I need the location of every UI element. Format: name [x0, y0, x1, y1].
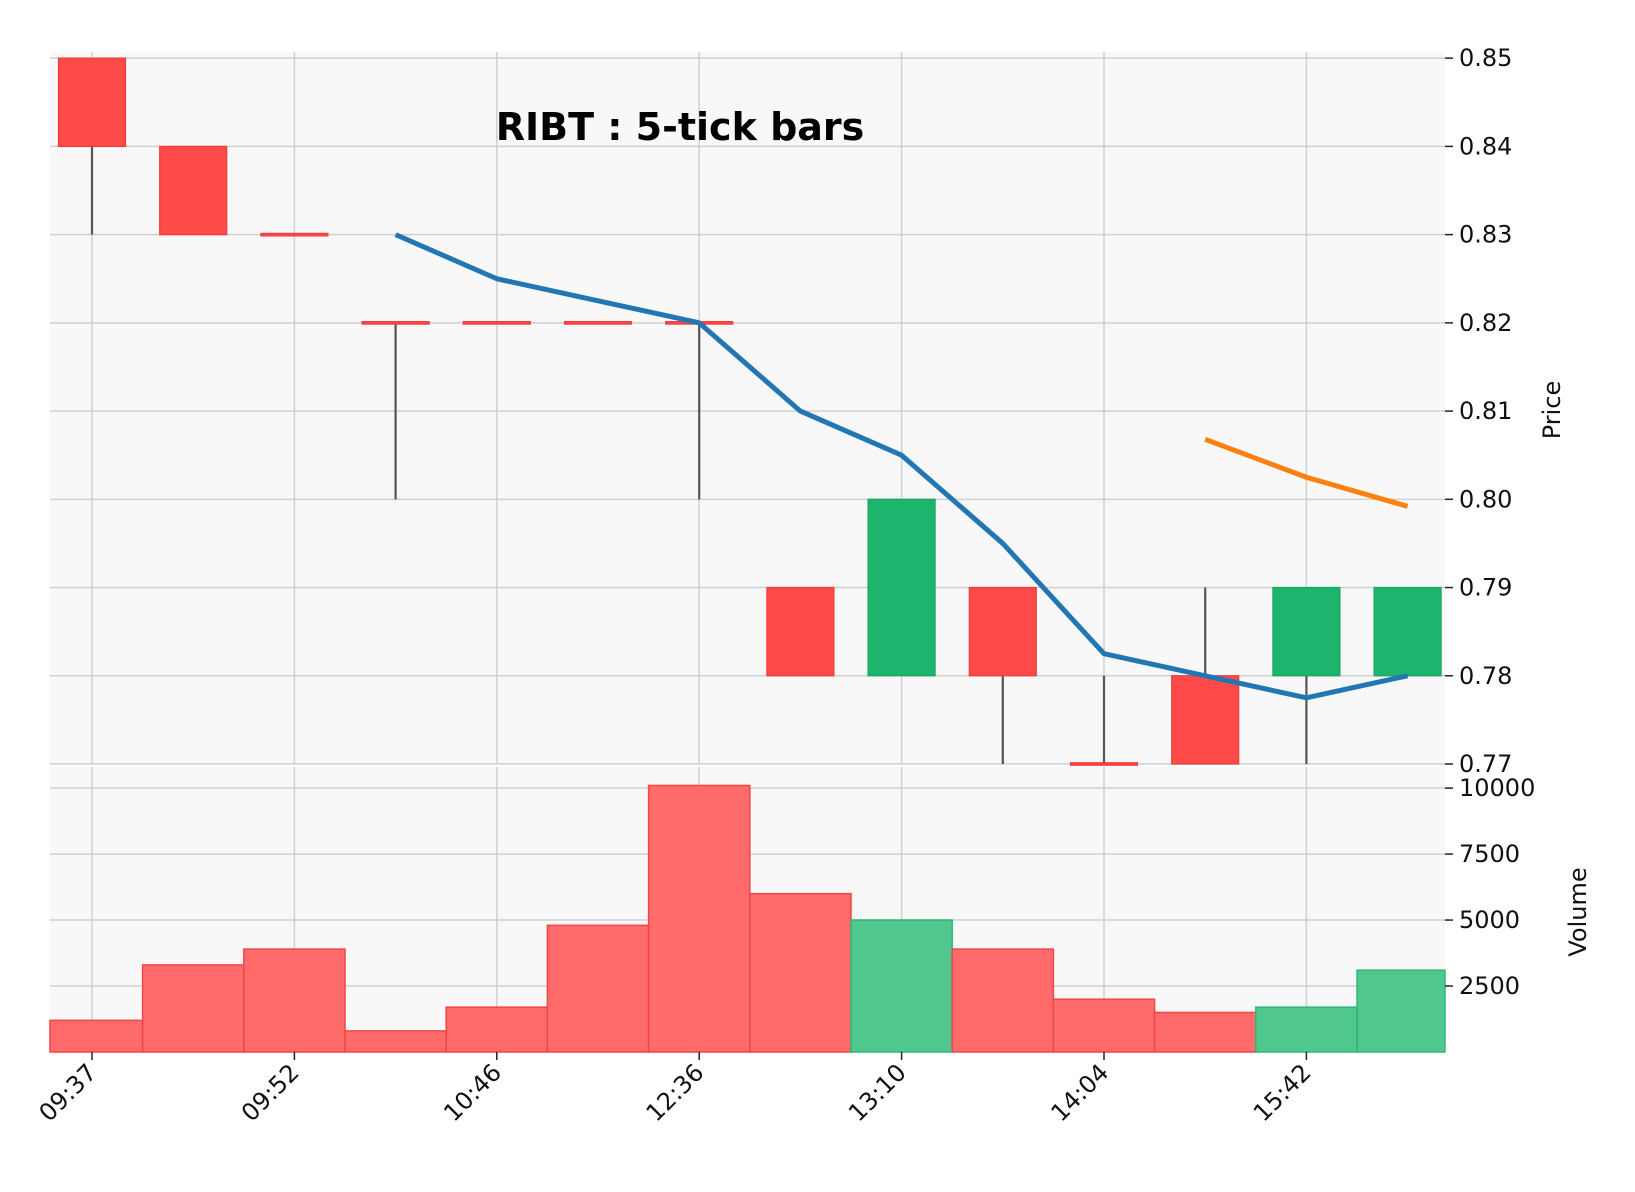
volume-bar	[749, 892, 852, 1053]
price-axis: 0.85 0.84 0.83 0.82 0.81 0.80 0.79 0.78 0.77	[1445, 44, 1512, 778]
candles	[57, 57, 1442, 766]
volume-bar	[243, 948, 346, 1053]
candle-body-up	[1272, 586, 1341, 677]
price-axis-title: Price	[1538, 381, 1566, 440]
candle-body-down	[766, 586, 835, 677]
price-tick-label: 0.78	[1459, 662, 1512, 690]
volume-tick-label: 7500	[1459, 840, 1520, 868]
price-tick-label: 0.82	[1459, 309, 1512, 337]
chart-title: RIBT : 5-tick bars	[496, 105, 865, 149]
candle-body-down	[1171, 675, 1240, 765]
price-tick-label: 0.77	[1459, 750, 1512, 778]
price-tick-label: 0.84	[1459, 132, 1512, 160]
x-tick-label: 09:37	[34, 1058, 103, 1127]
volume-bars	[49, 784, 1446, 1053]
volume-bar	[1255, 1006, 1358, 1053]
volume-bar	[647, 784, 751, 1053]
x-tick-label: 12:36	[641, 1058, 710, 1127]
volume-bar	[141, 964, 245, 1053]
volume-bar	[1153, 1011, 1257, 1053]
candle-body-down	[159, 145, 228, 236]
volume-bar	[546, 924, 650, 1053]
candle-body-down	[260, 232, 329, 237]
price-tick-label: 0.83	[1459, 221, 1512, 249]
x-tick-label: 10:46	[438, 1058, 507, 1127]
moving-average-line	[1204, 436, 1409, 509]
x-tick-label: 13:10	[843, 1058, 912, 1127]
price-tick-label: 0.81	[1459, 397, 1512, 425]
volume-bar	[445, 1006, 549, 1053]
price-tick-label: 0.85	[1459, 44, 1512, 72]
candle-body-down	[57, 57, 127, 148]
x-tick-label: 09:52	[236, 1058, 305, 1127]
x-tick-label: 14:04	[1046, 1058, 1115, 1127]
price-panel-background	[50, 52, 1445, 764]
candle-body-up	[1373, 586, 1442, 677]
candle-body-down	[361, 321, 430, 325]
volume-tick-label: 2500	[1459, 972, 1520, 1000]
volume-bar	[49, 1019, 144, 1053]
volume-tick-label: 5000	[1459, 906, 1520, 934]
x-tick-label: 15:42	[1248, 1058, 1317, 1127]
volume-bar	[951, 948, 1055, 1053]
volume-tick-label: 10000	[1459, 774, 1535, 802]
candle-body-up	[867, 498, 936, 677]
volume-bar	[344, 1030, 447, 1053]
volume-bar	[1356, 969, 1446, 1053]
moving-average-line	[394, 232, 1409, 701]
volume-axis: 10000 7500 5000 2500	[1445, 774, 1535, 1000]
price-tick-label: 0.79	[1459, 574, 1512, 602]
price-tick-label: 0.80	[1459, 485, 1512, 513]
volume-axis-title: Volume	[1564, 867, 1592, 956]
candle-body-down	[462, 321, 531, 325]
x-axis: 09:37 09:52 10:46 12:36 13:10 14:04 15:42	[34, 1052, 1317, 1127]
candle-body-down	[563, 321, 633, 325]
candle-body-down	[968, 586, 1037, 677]
moving-average-lines	[394, 232, 1409, 701]
candle-body-down	[1069, 762, 1139, 766]
volume-bar	[1052, 998, 1156, 1053]
volume-bar	[850, 919, 953, 1053]
